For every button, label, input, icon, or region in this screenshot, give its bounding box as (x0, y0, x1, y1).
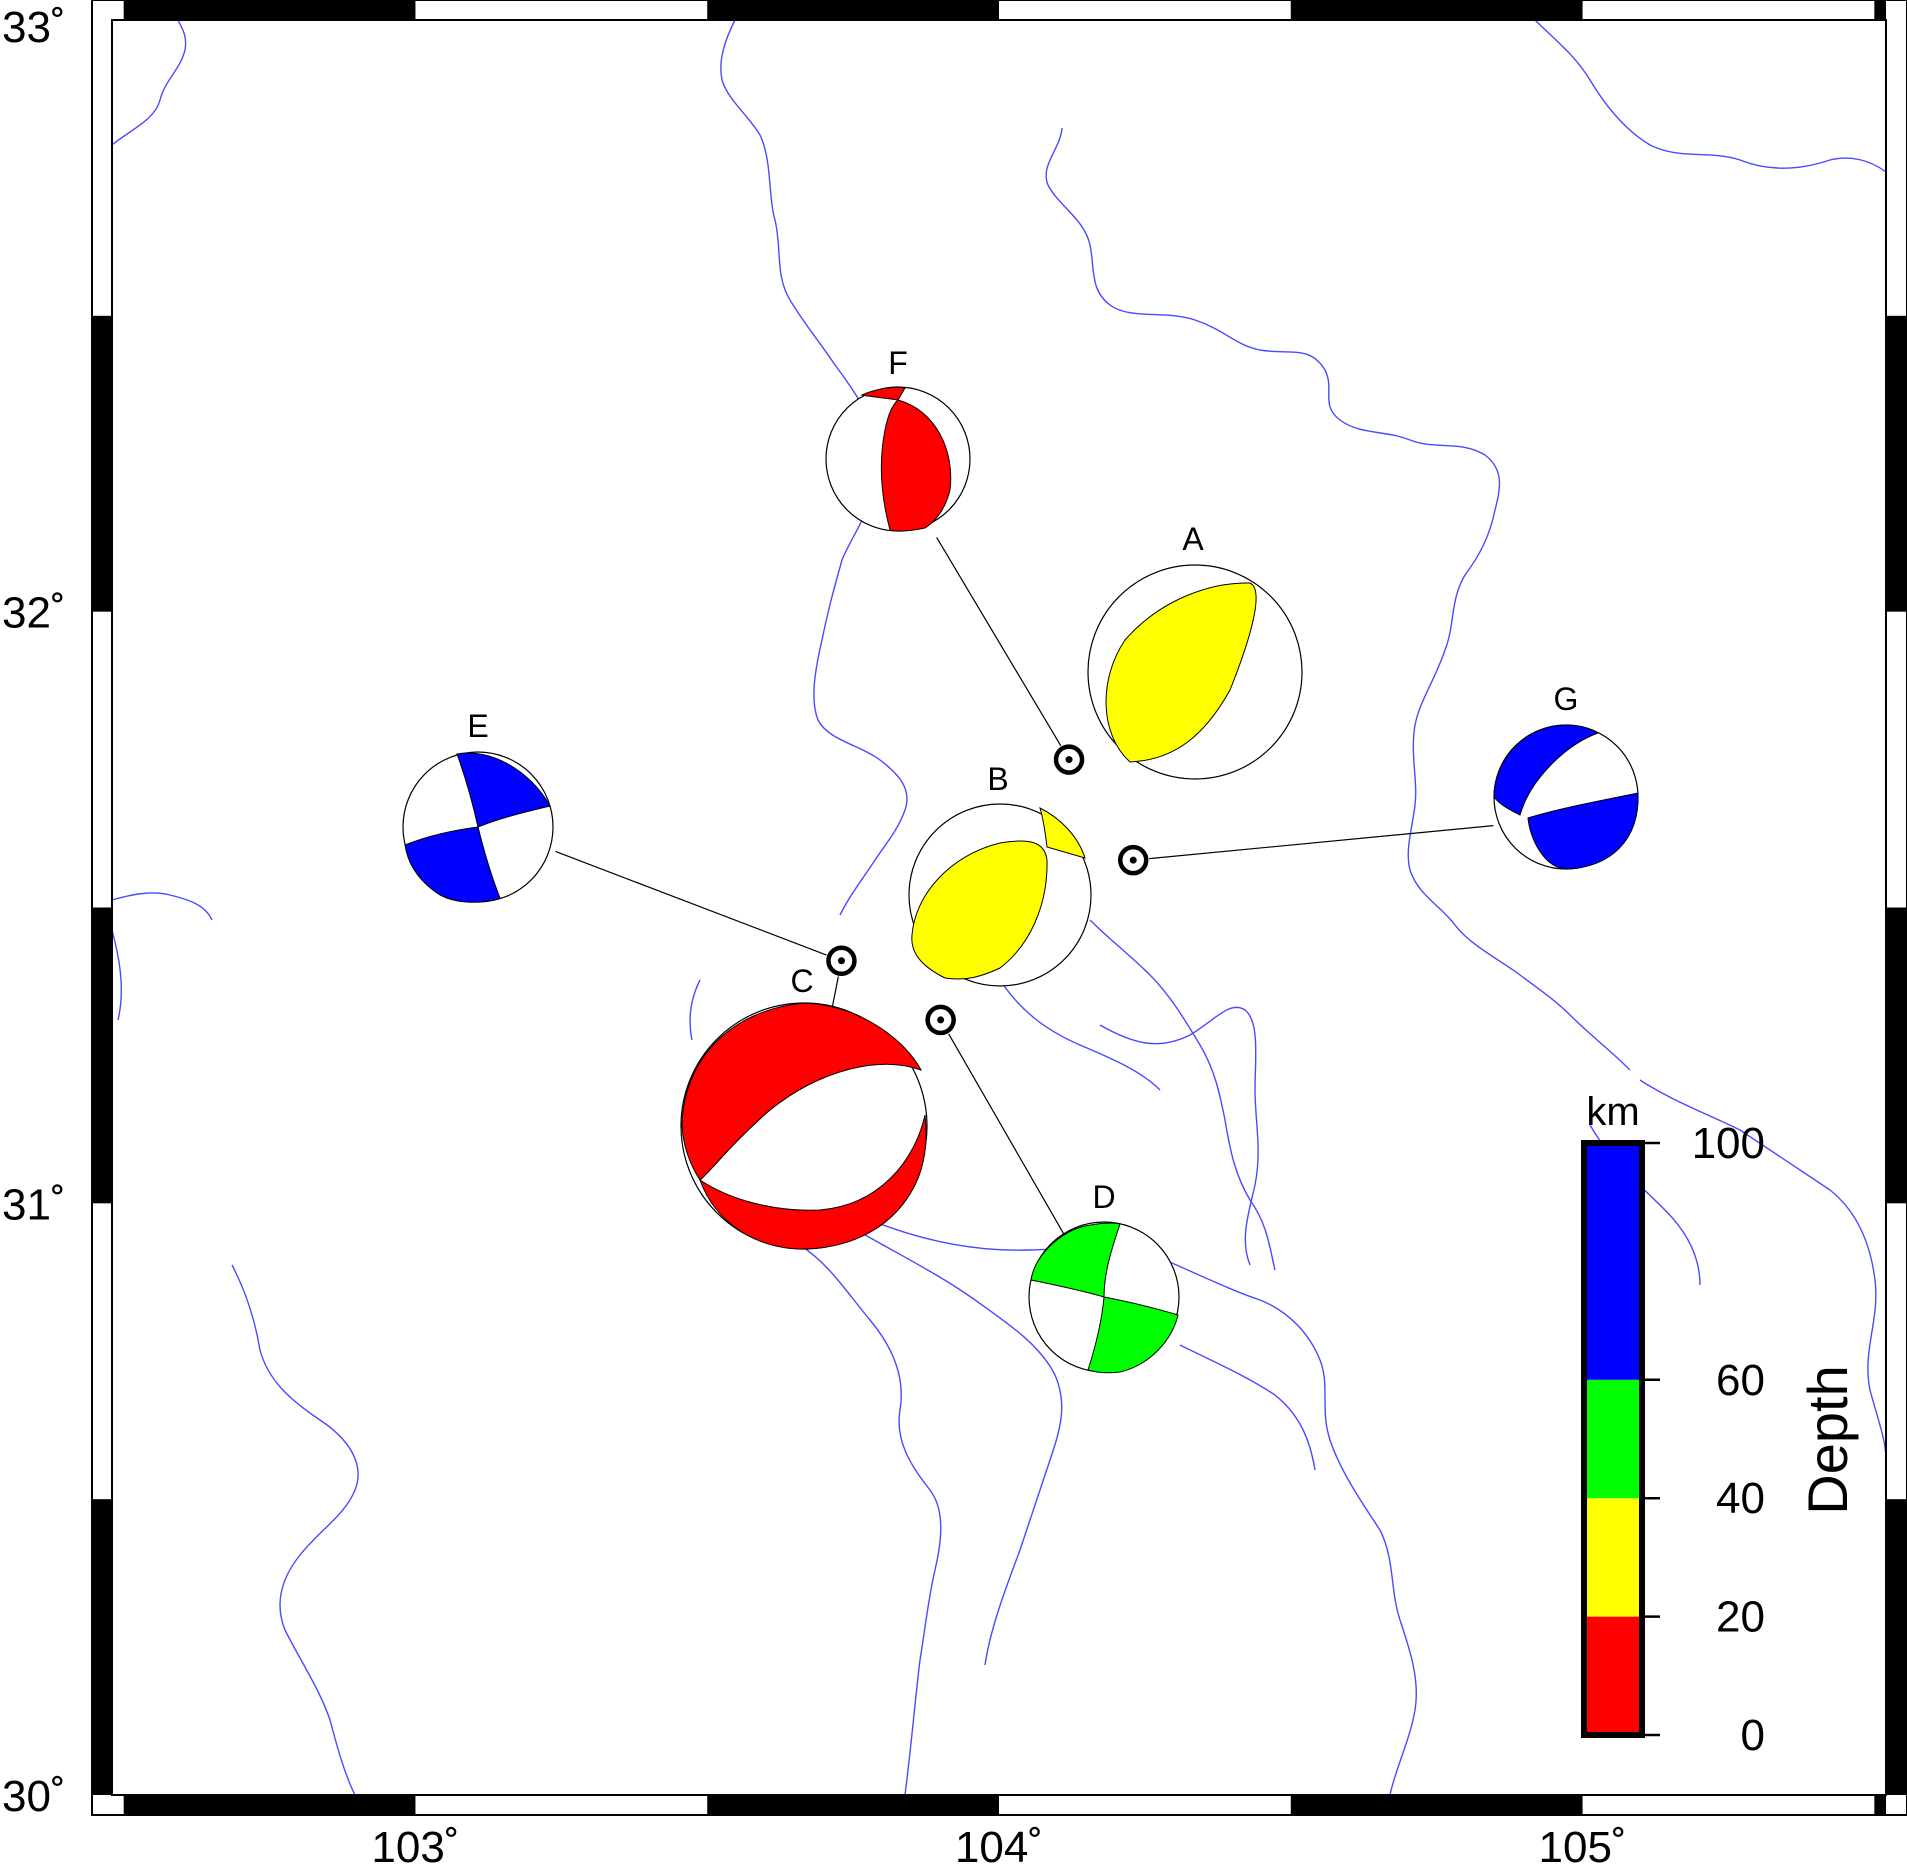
river-line (1534, 19, 1887, 173)
connector-lines (555, 537, 1494, 1240)
beachball-D[interactable]: D (1028, 1179, 1180, 1374)
colorbar-tick-label: 20 (1716, 1593, 1765, 1642)
frame-segment (92, 1499, 112, 1795)
connector-line-G (1149, 825, 1494, 860)
river-lines (111, 19, 1887, 1796)
river-line (231, 1264, 359, 1796)
colorbar-tick-label: 60 (1716, 1356, 1765, 1405)
beachball-label: G (1554, 681, 1579, 717)
epicenter-dot (1129, 856, 1137, 864)
colorbar-segment (1584, 1143, 1642, 1380)
colorbar-segment (1584, 1616, 1642, 1735)
map-frame (91, 0, 1907, 1816)
beachball-label: B (987, 761, 1008, 797)
beachball-compression (699, 1114, 927, 1250)
depth-colorbar: 100 60 40 20 0 km Depth (1581, 1090, 1859, 1760)
colorbar-title: Depth (1796, 1365, 1859, 1514)
colorbar-segment (1584, 1498, 1642, 1617)
river-line (859, 1231, 1063, 1666)
connector-line-F (936, 537, 1062, 747)
colorbar-border (1581, 1140, 1645, 1738)
beachball-compression (860, 386, 906, 401)
frame-segment (707, 1795, 999, 1815)
frame-segment (1290, 1795, 1583, 1815)
river-line (1089, 919, 1276, 1271)
x-tick-label: 104˚ (955, 1823, 1043, 1872)
beachball-A[interactable]: A (1087, 521, 1303, 780)
focal-mechanisms: A B C D E (402, 345, 1639, 1374)
y-tick-label: 32˚ (2, 589, 66, 638)
beachball-compression (456, 752, 551, 828)
beachball-compression (1493, 724, 1600, 816)
beachball-label: A (1182, 521, 1204, 557)
colorbar-segment (1584, 1379, 1642, 1499)
beachball-compression (911, 840, 1048, 980)
frame-segment (123, 1795, 416, 1815)
colorbar-tick-label: 40 (1716, 1474, 1765, 1523)
x-tick-label: 103˚ (371, 1823, 459, 1872)
beachball-E[interactable]: E (402, 708, 554, 903)
y-tick-label: 33˚ (2, 3, 66, 52)
frame-segment (123, 0, 416, 20)
river-line (689, 979, 701, 1041)
frame-segment (1886, 1499, 1907, 1795)
beachball-B[interactable]: B (908, 761, 1092, 987)
connector-line-E (555, 850, 827, 956)
frame-checker (92, 0, 1907, 1815)
river-line (1099, 1006, 1259, 1266)
beachball-F[interactable]: F (825, 345, 971, 532)
beachball-G[interactable]: G (1493, 681, 1639, 870)
frame-segment (92, 907, 112, 1204)
frame-segment (1886, 907, 1907, 1204)
beachball-compression (1527, 792, 1639, 870)
beachball-label: E (467, 708, 488, 744)
epicenter-dot (837, 957, 845, 965)
connector-line-D (948, 1033, 1068, 1240)
epicenter-markers (826, 744, 1149, 1036)
beachball-C[interactable]: C (680, 963, 928, 1250)
y-tick-label: 30˚ (2, 1772, 66, 1821)
frame-segment (707, 0, 999, 20)
frame-segment (1290, 0, 1583, 20)
river-line (1045, 127, 1631, 1071)
frame-segment (1886, 315, 1907, 612)
frame-segment (1874, 0, 1886, 20)
river-line (111, 892, 213, 921)
beachball-compression (1105, 582, 1257, 763)
river-line (1639, 1079, 1887, 1461)
river-line (1179, 1344, 1316, 1471)
x-tick-label: 105˚ (1539, 1823, 1627, 1872)
axis-tick-labels: 103˚ 104˚ 105˚ 33˚ 32˚ 31˚ 30˚ (2, 3, 1627, 1872)
beachball-label: D (1092, 1179, 1115, 1215)
colorbar-tick-label: 0 (1741, 1711, 1765, 1760)
colorbar-tick-label: 100 (1692, 1119, 1765, 1168)
frame-segment (1874, 1795, 1886, 1815)
river-line (111, 19, 187, 146)
beachball-compression (1039, 807, 1086, 859)
epicenter-dot (1065, 756, 1073, 764)
beachball-compression (404, 826, 501, 903)
river-line (111, 929, 123, 1021)
river-line (999, 979, 1161, 1091)
beachball-label: C (790, 963, 813, 999)
beachball-compression (880, 399, 952, 532)
colorbar-unit: km (1586, 1090, 1639, 1134)
beachball-label: F (888, 345, 908, 381)
frame-segment (92, 315, 112, 612)
beachball-compression (1030, 1222, 1121, 1298)
epicenter-dot (937, 1016, 945, 1024)
river-line (799, 1244, 942, 1796)
y-tick-label: 31˚ (2, 1180, 66, 1229)
beachball-compression (681, 1002, 923, 1181)
beachball-compression (1087, 1296, 1179, 1374)
